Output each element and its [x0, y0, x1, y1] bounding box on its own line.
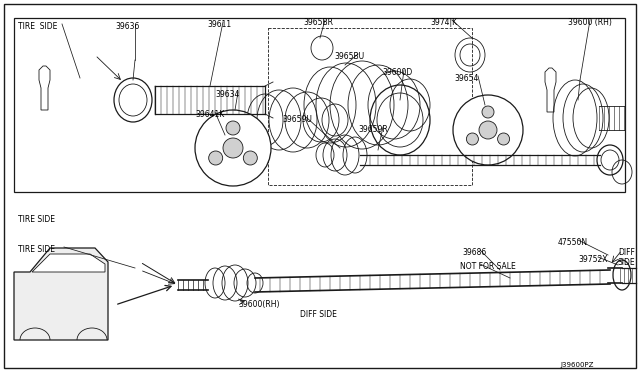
Text: 47550N: 47550N — [558, 238, 588, 247]
Polygon shape — [32, 254, 105, 272]
Circle shape — [453, 95, 523, 165]
Text: 3974|K: 3974|K — [430, 18, 457, 27]
Text: 39659U: 39659U — [282, 115, 312, 124]
Circle shape — [482, 106, 494, 118]
Text: 39654: 39654 — [454, 74, 478, 83]
Circle shape — [243, 151, 257, 165]
Text: NOT FOR SALE: NOT FOR SALE — [460, 262, 516, 271]
Text: 39600(RH): 39600(RH) — [238, 300, 280, 309]
Polygon shape — [39, 66, 50, 110]
Text: TIRE SIDE: TIRE SIDE — [18, 215, 55, 224]
Text: DIFF SIDE: DIFF SIDE — [300, 310, 337, 319]
Circle shape — [209, 151, 223, 165]
Text: 39636: 39636 — [115, 22, 140, 31]
Polygon shape — [545, 68, 556, 112]
Text: TIRE SIDE: TIRE SIDE — [18, 245, 55, 254]
Polygon shape — [14, 248, 108, 340]
Text: 3965BU: 3965BU — [334, 52, 364, 61]
Text: 39752X: 39752X — [578, 255, 607, 264]
Text: DIFF: DIFF — [618, 248, 635, 257]
Text: 39686: 39686 — [462, 248, 486, 257]
Circle shape — [226, 121, 240, 135]
Text: 39611: 39611 — [207, 20, 231, 29]
Circle shape — [195, 110, 271, 186]
Text: SIDE: SIDE — [618, 258, 636, 267]
Text: 39634: 39634 — [215, 90, 239, 99]
Circle shape — [467, 133, 479, 145]
Circle shape — [223, 138, 243, 158]
Text: 39600D: 39600D — [382, 68, 412, 77]
Text: 39659R: 39659R — [358, 125, 388, 134]
Circle shape — [497, 133, 509, 145]
Text: TIRE  SIDE: TIRE SIDE — [18, 22, 58, 31]
Text: 3965BR: 3965BR — [303, 18, 333, 27]
Text: 39641K: 39641K — [195, 110, 224, 119]
Text: J39600PZ: J39600PZ — [560, 362, 593, 368]
Circle shape — [479, 121, 497, 139]
Text: 39600 (RH): 39600 (RH) — [568, 18, 612, 27]
